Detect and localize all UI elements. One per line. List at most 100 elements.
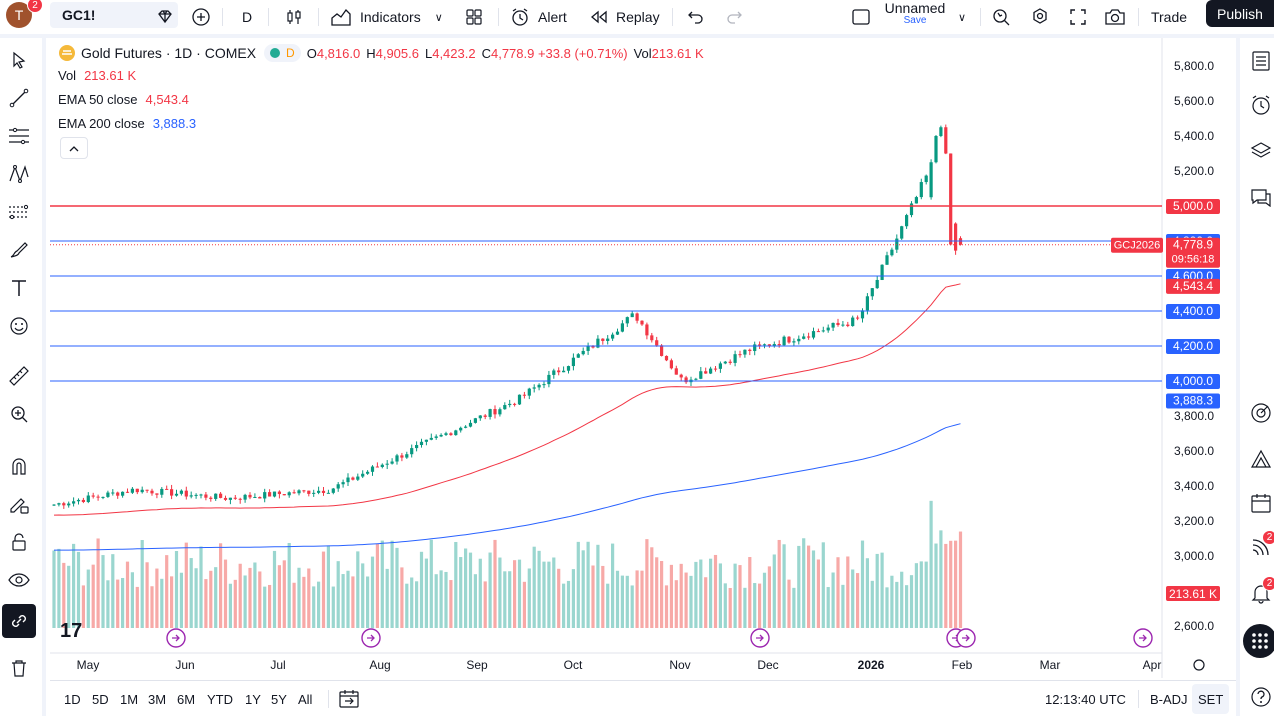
interval-button[interactable]: D — [236, 0, 258, 34]
candle-body — [723, 361, 727, 364]
legend-ema50[interactable]: EMA 50 close 4,543.4 — [58, 87, 704, 111]
pattern-icon[interactable] — [5, 160, 33, 188]
quick-search-icon[interactable] — [988, 0, 1014, 34]
redo-icon[interactable] — [722, 0, 746, 34]
volume-bar — [890, 575, 894, 628]
price-tick-label: 3,800.0 — [1174, 409, 1214, 423]
fullscreen-icon[interactable] — [1065, 0, 1091, 34]
volume-bar — [72, 543, 76, 628]
camera-icon[interactable] — [1101, 0, 1129, 34]
candle-body — [125, 491, 130, 493]
text-icon[interactable] — [5, 274, 33, 302]
replay-button[interactable]: Replay — [590, 0, 664, 34]
link-icon[interactable] — [2, 604, 36, 638]
time-tick-label: Nov — [669, 658, 690, 672]
range-ytd[interactable]: YTD — [207, 681, 233, 716]
ideas-icon[interactable] — [1246, 444, 1274, 474]
clock-time[interactable]: 12:13:40 UTC — [1045, 681, 1126, 716]
help-icon[interactable] — [1246, 682, 1274, 712]
chevron-down-icon[interactable]: ∨ — [957, 11, 967, 24]
volume-bar — [336, 561, 340, 628]
lock-icon[interactable] — [5, 528, 33, 556]
candle-body — [792, 341, 796, 343]
ohlc-high-label: H — [366, 45, 376, 61]
volume-bar — [238, 563, 242, 628]
candle-body — [380, 464, 384, 468]
volume-bar — [268, 584, 272, 628]
range-6m[interactable]: 6M — [177, 681, 195, 716]
range-3m[interactable]: 3M — [148, 681, 166, 716]
go-to-date-icon[interactable] — [338, 681, 360, 716]
apps-grid-icon[interactable] — [1243, 624, 1274, 658]
volume-bar — [620, 575, 624, 628]
session-toggle[interactable]: SET — [1192, 684, 1230, 714]
alarm-clock-icon[interactable] — [1246, 90, 1274, 120]
emoji-icon[interactable] — [5, 312, 33, 340]
cursor-icon[interactable] — [5, 46, 33, 74]
separator — [318, 8, 319, 26]
calendar-icon[interactable] — [1246, 488, 1274, 518]
measure-tool-icon[interactable] — [5, 198, 33, 226]
chevron-up-icon — [69, 145, 79, 151]
market-status-pill[interactable]: D — [264, 44, 301, 62]
add-symbol-icon[interactable] — [188, 0, 214, 34]
chat-icon[interactable] — [1246, 182, 1274, 212]
layout-checkbox-icon[interactable] — [848, 0, 874, 34]
target-icon[interactable] — [1246, 398, 1274, 428]
chart-pane[interactable]: 2,600.02,800.03,000.03,200.03,400.03,600… — [50, 38, 1236, 678]
draw-lock-icon[interactable] — [5, 490, 33, 518]
brush-icon[interactable] — [5, 236, 33, 264]
volume-bar — [375, 543, 379, 628]
volume-bar — [493, 539, 497, 628]
adjustment-toggle[interactable]: B-ADJ — [1150, 681, 1188, 716]
undo-icon[interactable] — [684, 0, 708, 34]
settings-icon[interactable] — [1027, 0, 1053, 34]
range-1d[interactable]: 1D — [64, 681, 81, 716]
candle-body — [307, 490, 311, 494]
legend-ema200[interactable]: EMA 200 close 3,888.3 — [58, 111, 704, 135]
candle-body — [424, 439, 428, 442]
range-1m[interactable]: 1M — [120, 681, 138, 716]
range-5d[interactable]: 5D — [92, 681, 109, 716]
diamond-icon[interactable] — [152, 0, 178, 34]
layout-name-button[interactable]: Unnamed Save — [881, 1, 949, 26]
publish-button[interactable]: Publish — [1206, 0, 1274, 27]
delayed-badge: D — [286, 46, 295, 60]
trash-icon[interactable] — [5, 654, 33, 682]
alert-button[interactable]: Alert — [510, 0, 574, 34]
symbol-search[interactable]: GC1! — [50, 2, 178, 28]
volume-bar — [787, 579, 791, 628]
volume-bar — [513, 560, 517, 628]
horizontal-lines-icon[interactable] — [5, 122, 33, 150]
watchlist-icon[interactable] — [1246, 46, 1274, 76]
volume-bar — [116, 579, 120, 628]
trade-button[interactable]: Trade — [1146, 0, 1192, 34]
price-chart[interactable]: 2,600.02,800.03,000.03,200.03,400.03,600… — [50, 38, 1236, 678]
eye-icon[interactable] — [5, 566, 33, 594]
volume-bar — [468, 552, 473, 628]
volume-bar — [312, 586, 316, 628]
layers-icon[interactable] — [1246, 136, 1274, 166]
collapse-legend-button[interactable] — [60, 137, 88, 159]
range-1y[interactable]: 1Y — [245, 681, 261, 716]
candle-body — [111, 492, 115, 494]
volume-bar — [351, 576, 355, 628]
volume-bar — [277, 565, 281, 628]
ruler-icon[interactable] — [5, 362, 33, 390]
range-5y[interactable]: 5Y — [271, 681, 287, 716]
time-tick-label: Jul — [270, 658, 285, 672]
indicators-button[interactable]: Indicators ∨ — [330, 0, 452, 34]
zoom-in-icon[interactable] — [5, 400, 33, 428]
volume-bar — [630, 585, 634, 628]
volume-bar — [571, 569, 575, 628]
templates-icon[interactable] — [462, 0, 486, 34]
range-all[interactable]: All — [298, 681, 312, 716]
trend-line-icon[interactable] — [5, 84, 33, 112]
legend-volume[interactable]: Vol 213.61 K — [58, 63, 704, 87]
candle-body — [807, 336, 811, 338]
volume-bar — [777, 539, 781, 628]
stream-icon[interactable] — [1246, 532, 1274, 562]
volume-bar — [562, 583, 566, 628]
magnet-icon[interactable] — [5, 452, 33, 480]
candles-icon[interactable] — [282, 0, 306, 34]
